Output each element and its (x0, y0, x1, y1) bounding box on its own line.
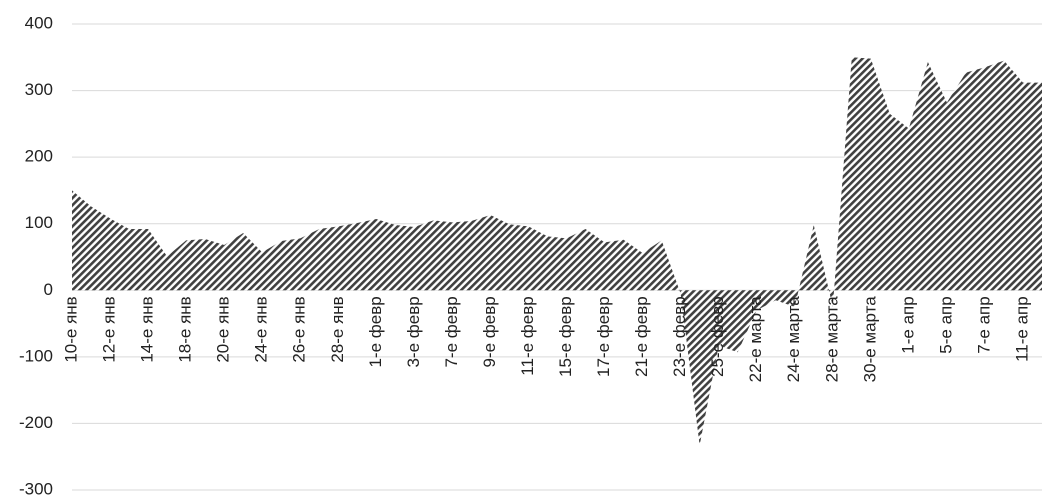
x-tick-label: 7-е февр (442, 296, 461, 367)
x-tick-label: 7-е апр (974, 296, 993, 353)
x-tick-label: 28-е янв (328, 296, 347, 362)
x-tick-label: 14-е янв (138, 296, 157, 362)
x-tick-label: 20-е янв (214, 296, 233, 362)
x-tick-label: 10-е янв (61, 296, 80, 362)
x-tick-label: 1-е февр (366, 296, 385, 367)
y-tick-label: 200 (25, 147, 53, 166)
x-tick-label: 5-е апр (936, 296, 955, 353)
x-tick-label: 18-е янв (176, 296, 195, 362)
x-tick-label: 9-е февр (480, 296, 499, 367)
x-tick-label: 23-е февр (670, 296, 689, 377)
x-tick-label: 28-е марта (822, 296, 841, 383)
y-tick-label: 400 (25, 13, 53, 32)
y-tick-label: -300 (19, 479, 53, 498)
x-tick-label: 25-е февр (708, 296, 727, 377)
x-tick-label: 24-е марта (784, 296, 803, 383)
y-tick-label: 100 (25, 213, 53, 232)
x-tick-label: 11-е февр (518, 296, 537, 375)
x-tick-label: 22-е марта (746, 296, 765, 383)
x-tick-label: 24-е янв (252, 296, 271, 362)
x-tick-label: 30-е марта (860, 296, 879, 383)
y-tick-label: -200 (19, 413, 53, 432)
x-tick-label: 11-е апр (1012, 296, 1031, 362)
y-tick-label: 0 (44, 280, 53, 299)
x-tick-label: 12-е янв (100, 296, 119, 362)
x-tick-label: 17-е февр (594, 296, 613, 377)
x-tick-label: 26-е янв (290, 296, 309, 362)
x-tick-label: 21-е февр (632, 296, 651, 377)
y-tick-label: 300 (25, 80, 53, 99)
area (72, 57, 1042, 446)
y-tick-label: -100 (19, 346, 53, 365)
x-tick-label: 3-е февр (404, 296, 423, 367)
x-tick-label: 15-е февр (556, 296, 575, 377)
x-tick-label: 1-е апр (898, 296, 917, 353)
